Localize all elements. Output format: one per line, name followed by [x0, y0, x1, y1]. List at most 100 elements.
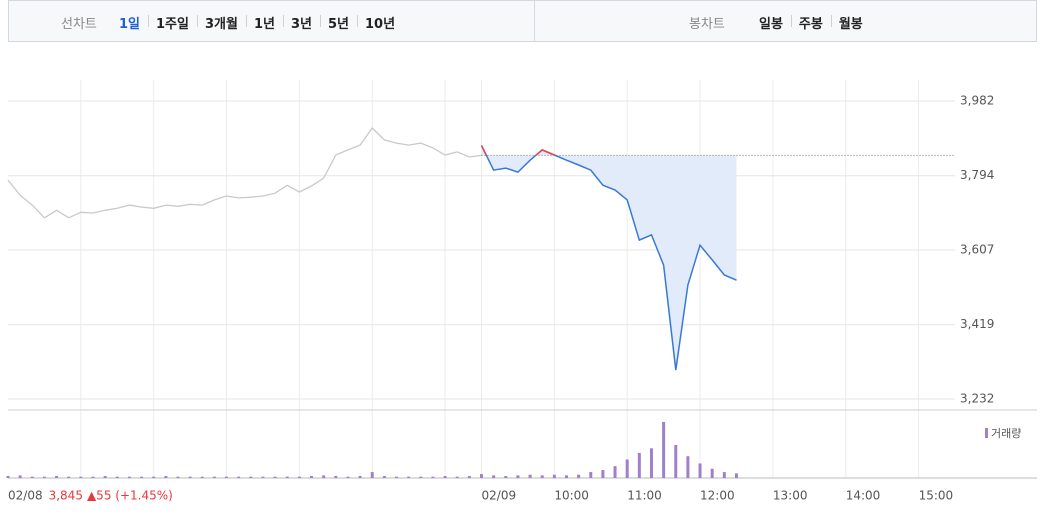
volume-bar	[127, 476, 131, 478]
volume-bar	[103, 476, 107, 478]
volume-bar	[358, 476, 362, 478]
line	[7, 127, 482, 219]
x-tick-label: 02/09	[482, 489, 517, 503]
candle-tab[interactable]: 월봉	[838, 17, 863, 32]
volume-bar	[176, 476, 180, 478]
volume-bar	[225, 476, 229, 478]
tab-group-label: 선차트	[61, 17, 97, 32]
reference-label: 3,845	[49, 489, 83, 503]
volume-bar	[419, 476, 423, 478]
volume-bar	[601, 470, 605, 478]
volume-bar	[674, 445, 678, 478]
change-label: ▲55 (+1.45%)	[87, 489, 173, 503]
volume-bar	[710, 468, 714, 478]
volume-bar	[79, 476, 83, 478]
volume-bar	[115, 476, 119, 478]
volume-bar	[407, 476, 411, 478]
line	[480, 145, 737, 371]
period-tab[interactable]: 5년	[327, 17, 349, 32]
volume-bar	[443, 476, 447, 478]
volume-bar	[516, 475, 520, 478]
volume-bar	[698, 463, 702, 478]
y-tick-label: 3,794	[960, 168, 994, 182]
y-tick-label: 3,982	[960, 94, 994, 108]
volume-bar	[552, 474, 556, 478]
separator	[357, 15, 358, 27]
volume-bar	[455, 476, 459, 478]
separator	[282, 15, 284, 27]
legend-label: 거래량	[991, 427, 1021, 440]
volume-bar	[504, 476, 508, 478]
volume-bar	[55, 476, 59, 478]
candle-tab[interactable]: 주봉	[798, 17, 823, 32]
volume-bar	[480, 474, 483, 478]
tab-group-label: 봉차트	[689, 17, 725, 32]
volume-bar	[528, 474, 532, 478]
y-tick-label: 3,607	[960, 243, 994, 257]
x-tick-label: 10:00	[554, 489, 589, 503]
separator	[245, 15, 247, 27]
volume-bar	[431, 476, 435, 478]
x-tick-label: 12:00	[700, 489, 735, 503]
volume-bar	[285, 476, 289, 478]
x-tick-label: 13:00	[773, 489, 808, 503]
volume-bar	[662, 421, 666, 478]
period-tab[interactable]: 10년	[365, 17, 396, 32]
volume-bar	[30, 476, 34, 478]
period-tab[interactable]: 3개월	[204, 17, 238, 32]
volume-bar	[152, 476, 156, 478]
volume-bar	[67, 476, 71, 478]
volume-bar	[273, 476, 277, 478]
volume-bar	[188, 476, 192, 478]
volume-bar	[722, 472, 726, 478]
volume-bar	[140, 476, 144, 478]
volume-bar	[6, 476, 10, 478]
x-tick-label: 14:00	[846, 489, 881, 503]
legend-swatch	[985, 428, 988, 438]
period-tab[interactable]: 1주일	[156, 17, 189, 32]
volume-bar	[237, 476, 241, 478]
separator	[148, 15, 150, 27]
volume-bar	[297, 476, 301, 478]
volume-bar	[212, 476, 216, 478]
volume-bar	[577, 474, 581, 478]
volume-bar	[370, 472, 374, 478]
volume-bar	[249, 476, 253, 478]
separator	[196, 15, 198, 27]
volume-bar	[613, 466, 617, 478]
volume-bar	[395, 476, 399, 478]
volume-bar	[649, 448, 653, 478]
volume-bar	[322, 475, 326, 478]
volume-bar	[310, 476, 314, 478]
y-tick-label: 3,419	[960, 317, 994, 331]
x-tick-label: 02/08	[8, 489, 43, 503]
volume-bar	[625, 459, 629, 478]
separator	[830, 15, 832, 27]
volume-bar	[346, 476, 350, 478]
period-tab[interactable]: 1년	[253, 17, 275, 32]
volume-bar	[42, 476, 46, 478]
divider	[534, 1, 535, 41]
y-tick-label: 3,232	[960, 392, 994, 406]
volume-bar	[334, 476, 338, 478]
candle-tab[interactable]: 일봉	[759, 17, 783, 32]
volume-bar	[18, 475, 22, 478]
volume-bar	[540, 475, 544, 478]
volume-bar	[200, 476, 204, 478]
period-tab[interactable]: 1일	[119, 17, 141, 32]
tab-bar: 선차트 1일 1주일 3개월 1년 3년 5년 10년 봉차트 일봉 주봉 월봉	[8, 0, 1037, 42]
volume-bar	[382, 476, 386, 478]
period-tab[interactable]: 3년	[290, 17, 312, 32]
volume-bar	[686, 456, 690, 478]
area	[481, 145, 737, 370]
volume-bar	[492, 475, 496, 478]
volume-bar	[564, 475, 568, 478]
volume-bar	[589, 472, 593, 478]
volume-bar	[164, 476, 168, 478]
volume-bar	[637, 452, 641, 478]
x-tick-label: 11:00	[627, 489, 662, 503]
volume-bar	[91, 476, 95, 478]
separator	[790, 15, 792, 27]
